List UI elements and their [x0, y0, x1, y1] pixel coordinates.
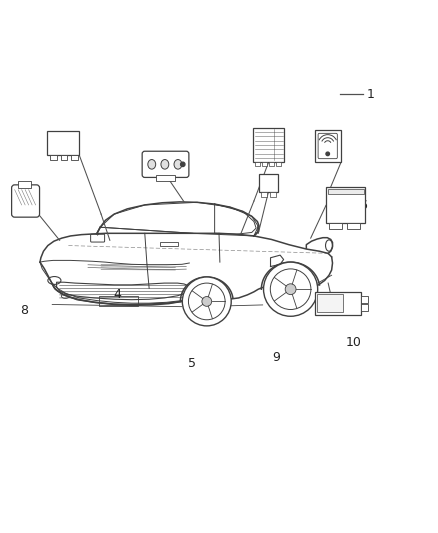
- Ellipse shape: [148, 159, 155, 169]
- Bar: [160, 241, 177, 246]
- Text: 5: 5: [188, 357, 196, 370]
- Ellipse shape: [61, 294, 69, 298]
- Circle shape: [264, 262, 318, 316]
- Bar: [261, 192, 267, 197]
- Text: 6: 6: [359, 199, 367, 212]
- Bar: [99, 296, 138, 306]
- Bar: [326, 187, 365, 223]
- Circle shape: [180, 162, 185, 166]
- Bar: [315, 130, 341, 161]
- Bar: [317, 294, 343, 312]
- Text: 8: 8: [20, 304, 28, 317]
- Bar: [262, 161, 267, 166]
- Circle shape: [188, 283, 225, 320]
- Bar: [46, 131, 79, 155]
- Circle shape: [285, 284, 296, 295]
- Bar: [315, 292, 361, 314]
- Ellipse shape: [48, 277, 61, 285]
- Bar: [328, 223, 342, 229]
- Bar: [60, 155, 67, 160]
- FancyBboxPatch shape: [91, 234, 105, 242]
- Circle shape: [270, 269, 311, 310]
- Bar: [71, 155, 78, 160]
- Bar: [50, 155, 57, 160]
- Bar: [18, 181, 31, 188]
- Ellipse shape: [174, 159, 182, 169]
- Bar: [253, 128, 285, 161]
- Bar: [276, 161, 281, 166]
- Bar: [270, 192, 276, 197]
- Text: 4: 4: [113, 288, 121, 301]
- Bar: [155, 175, 175, 181]
- Circle shape: [202, 296, 212, 306]
- Circle shape: [182, 277, 231, 326]
- Text: 10: 10: [346, 336, 361, 350]
- Ellipse shape: [161, 159, 169, 169]
- Bar: [328, 189, 364, 193]
- Bar: [269, 161, 274, 166]
- Text: 1: 1: [367, 87, 374, 101]
- Ellipse shape: [325, 240, 332, 251]
- Text: 9: 9: [272, 351, 280, 364]
- Bar: [361, 304, 368, 311]
- FancyBboxPatch shape: [318, 133, 337, 159]
- Bar: [259, 174, 278, 192]
- Bar: [255, 161, 260, 166]
- Bar: [361, 296, 368, 303]
- Circle shape: [326, 152, 329, 156]
- FancyBboxPatch shape: [12, 185, 39, 217]
- FancyBboxPatch shape: [142, 151, 189, 177]
- Bar: [347, 223, 360, 229]
